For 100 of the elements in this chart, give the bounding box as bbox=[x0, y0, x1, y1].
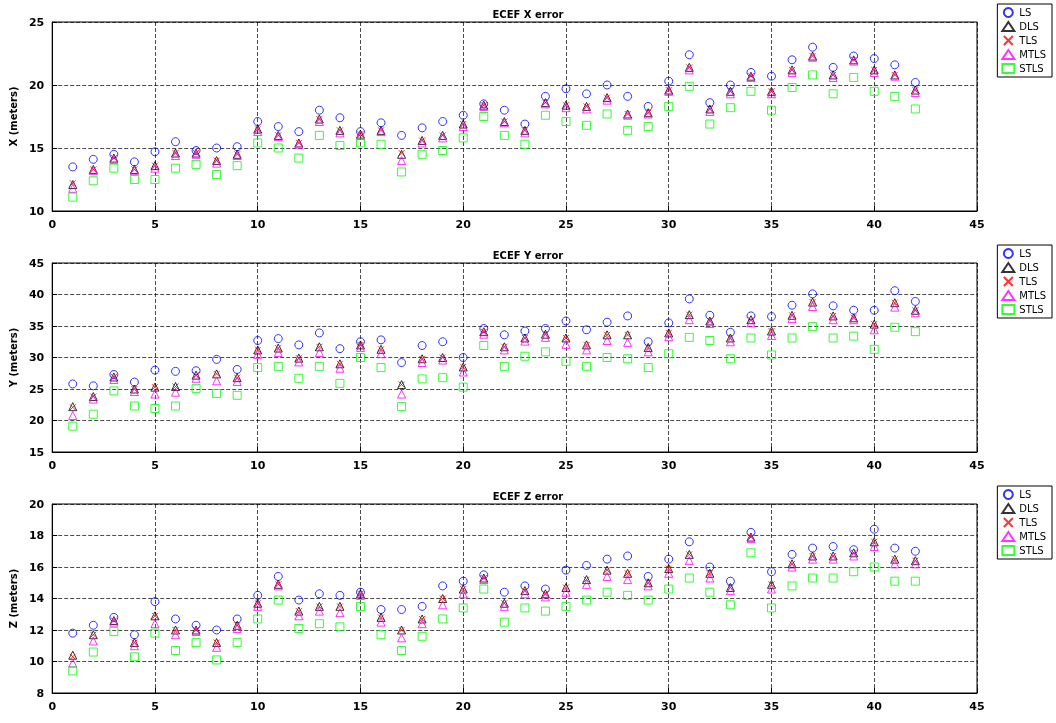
point bbox=[88, 636, 98, 646]
x-tick-label: 35 bbox=[763, 459, 780, 472]
point bbox=[787, 333, 797, 343]
point bbox=[766, 350, 776, 360]
point bbox=[253, 590, 263, 600]
point bbox=[294, 127, 304, 137]
point bbox=[232, 614, 242, 624]
point bbox=[869, 86, 879, 96]
point bbox=[335, 608, 345, 618]
point bbox=[438, 337, 448, 347]
point bbox=[438, 146, 448, 156]
point bbox=[171, 163, 181, 173]
point bbox=[68, 192, 78, 202]
point bbox=[890, 60, 900, 70]
point bbox=[684, 556, 694, 566]
point bbox=[109, 627, 119, 637]
point bbox=[355, 138, 365, 148]
point bbox=[212, 655, 222, 665]
point bbox=[849, 567, 859, 577]
y-tick-label: 10 bbox=[28, 655, 45, 668]
point bbox=[766, 105, 776, 115]
point bbox=[129, 175, 139, 184]
point bbox=[725, 103, 735, 113]
x-tick-label: 25 bbox=[558, 700, 574, 713]
x-tick-label: 25 bbox=[558, 459, 574, 472]
point bbox=[828, 62, 838, 72]
chart-title: ECEF X error bbox=[492, 8, 564, 20]
point bbox=[150, 147, 160, 157]
point bbox=[725, 586, 735, 596]
point bbox=[335, 113, 345, 123]
point bbox=[540, 584, 550, 594]
point bbox=[520, 119, 530, 129]
point bbox=[171, 137, 181, 147]
point bbox=[643, 101, 653, 111]
point bbox=[520, 326, 530, 336]
point bbox=[582, 120, 592, 130]
point bbox=[191, 366, 201, 376]
x-tick-label: 5 bbox=[151, 700, 159, 713]
point bbox=[212, 143, 222, 153]
point bbox=[294, 623, 304, 633]
y-tick-label: 30 bbox=[28, 351, 45, 364]
legend-label: DLS bbox=[1019, 262, 1039, 273]
point bbox=[602, 80, 612, 90]
point bbox=[910, 296, 920, 306]
point bbox=[540, 110, 550, 120]
point bbox=[417, 149, 427, 159]
point bbox=[705, 573, 715, 583]
point bbox=[849, 331, 859, 341]
point bbox=[294, 153, 304, 163]
x-tick-label: 30 bbox=[661, 218, 677, 231]
point bbox=[273, 571, 283, 581]
point bbox=[314, 606, 324, 616]
point bbox=[253, 335, 263, 345]
point bbox=[561, 601, 571, 611]
point bbox=[397, 389, 407, 399]
x-tick-label: 35 bbox=[763, 218, 780, 231]
point bbox=[417, 631, 427, 641]
x-tick-label: 40 bbox=[866, 218, 883, 231]
point bbox=[397, 402, 407, 412]
point bbox=[335, 140, 345, 150]
point bbox=[540, 324, 550, 334]
point bbox=[808, 70, 818, 80]
point bbox=[684, 81, 694, 91]
point bbox=[664, 584, 674, 594]
point bbox=[68, 421, 78, 431]
point bbox=[725, 354, 735, 364]
point bbox=[397, 605, 407, 615]
point bbox=[150, 404, 160, 414]
point bbox=[150, 597, 160, 607]
point bbox=[150, 628, 160, 638]
legend-label: TLS bbox=[1018, 276, 1038, 287]
point bbox=[294, 373, 304, 383]
point bbox=[417, 341, 427, 351]
point bbox=[828, 542, 838, 552]
point bbox=[582, 325, 592, 335]
point bbox=[499, 587, 509, 597]
point bbox=[684, 573, 694, 583]
point bbox=[767, 567, 776, 577]
x-tick-label: 15 bbox=[352, 700, 369, 713]
point bbox=[150, 175, 160, 184]
chart-title: ECEF Z error bbox=[492, 490, 564, 502]
point bbox=[109, 149, 119, 159]
legend-label: DLS bbox=[1019, 503, 1039, 514]
point bbox=[725, 337, 735, 347]
y-tick-label: 45 bbox=[28, 256, 45, 270]
y-tick-label: 20 bbox=[28, 497, 45, 511]
y-tick-label: 15 bbox=[28, 141, 45, 155]
point bbox=[68, 628, 78, 638]
point bbox=[643, 122, 653, 132]
point bbox=[335, 590, 345, 600]
point bbox=[273, 143, 283, 153]
point bbox=[314, 347, 324, 357]
point bbox=[479, 341, 489, 351]
point bbox=[376, 139, 386, 149]
x-tick-label: 15 bbox=[352, 459, 369, 472]
point bbox=[520, 581, 530, 591]
x-tick-label: 5 bbox=[151, 459, 159, 472]
point bbox=[767, 312, 776, 322]
point bbox=[664, 101, 674, 111]
point bbox=[787, 300, 797, 310]
